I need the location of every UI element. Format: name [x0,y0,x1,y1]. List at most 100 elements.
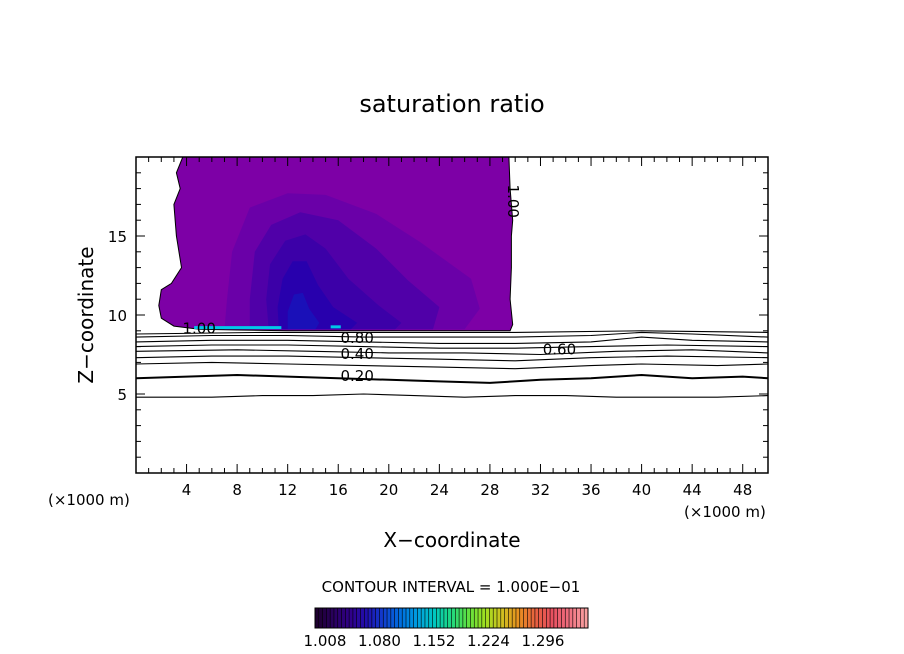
colorbar-label: 1.008 [304,632,347,650]
x-tick-label: 32 [531,481,550,499]
colorbar-swatch [318,608,323,628]
x-tick-label: 48 [733,481,752,499]
x-axis-label: X−coordinate [383,528,520,552]
contour-interval-text: CONTOUR INTERVAL = 1.000E−01 [322,578,581,596]
x-tick-label: 44 [683,481,702,499]
colorbar-swatch [561,608,566,628]
contour-line-0.7 [135,336,769,344]
contour-label: 0.40 [340,345,373,363]
colorbar-swatch [390,608,395,628]
colorbar-swatch [497,608,502,628]
contour-line-0.8 [135,331,769,338]
contour-label: 0.80 [340,329,373,347]
colorbar-swatch [527,608,532,628]
colorbar-swatch [538,608,543,628]
colorbar-swatch [508,608,513,628]
colorbar-swatch [375,608,380,628]
colorbar-swatch [349,608,354,628]
colorbar-swatch [379,608,384,628]
contour-label: 1.00 [504,185,522,218]
colorbar-label: 1.296 [522,632,565,650]
colorbar-swatch [572,608,577,628]
contour-line-0.4 [135,355,769,362]
colorbar-swatch [360,608,365,628]
colorbar-swatch [447,608,452,628]
colorbar-label: 1.080 [358,632,401,650]
colorbar-swatch [337,608,342,628]
y-axis-label: Z−coordinate [74,246,98,383]
contour-line-0.5 [135,349,769,356]
colorbar-swatch [322,608,327,628]
x-tick-label: 4 [182,481,192,499]
x-unit-left: (×1000 m) [48,491,130,509]
x-unit-right: (×1000 m) [684,503,766,521]
colorbar-swatch [315,608,320,628]
x-tick-label: 28 [480,481,499,499]
x-tick-label: 40 [632,481,651,499]
colorbar: 1.008 1.080 1.152 1.224 1.296 [304,607,589,650]
contour-line-0.2 [135,373,769,384]
contour-labels: 1.00 0.800.40 0.20 0.60 1.00 [182,185,576,386]
colorbar-swatch [553,608,558,628]
colorbar-swatch [413,608,418,628]
colorbar-swatch [398,608,403,628]
x-tick-label: 8 [232,481,242,499]
colorbar-swatch [493,608,498,628]
colorbar-swatch [462,608,467,628]
colorbar-swatch [580,608,585,628]
colorbar-swatch [546,608,551,628]
colorbar-swatch [451,608,456,628]
contour-line-0.9 [135,330,769,335]
colorbar-swatch [478,608,483,628]
region-level-5 [287,292,320,330]
colorbar-swatch [569,608,574,628]
colorbar-swatch [409,608,414,628]
contour-lines [135,330,769,398]
colorbar-swatch [534,608,540,628]
contour-line-0.1 [136,393,769,398]
y-tick-label: 10 [108,307,127,325]
colorbar-swatch [387,608,392,628]
colorbar-swatch [470,608,475,628]
x-tick-label: 24 [430,481,449,499]
y-tick-label: 15 [108,228,127,246]
colorbar-swatch [542,608,547,628]
x-tick-label: 36 [581,481,600,499]
colorbar-swatch [485,608,490,628]
colorbar-label: 1.152 [413,632,456,650]
colorbar-swatch [523,608,528,628]
colorbar-swatch [352,608,358,628]
x-tick-label: 16 [329,481,348,499]
colorbar-swatch [406,608,411,628]
colorbar-swatch [417,608,422,628]
filled-regions [158,156,514,332]
colorbar-swatch [576,608,581,628]
colorbar-swatch [371,608,376,628]
colorbar-swatch [345,608,350,628]
colorbar-swatch [500,608,505,628]
colorbar-swatch [584,608,589,628]
chart-title: saturation ratio [359,90,544,118]
colorbar-swatch [515,608,521,628]
colorbar-swatch [443,608,449,628]
contour-line-0.3 [135,361,769,370]
colorbar-swatch [474,608,479,628]
colorbar-swatch [341,608,346,628]
colorbar-swatch [368,608,373,628]
colorbar-swatch [531,608,536,628]
colorbar-swatch [394,608,399,628]
y-tick-label: 5 [117,386,127,404]
colorbar-swatch [504,608,509,628]
colorbar-swatch [440,608,445,628]
contour-line-0.6 [135,344,769,349]
colorbar-swatch [557,608,562,628]
colorbar-swatch [481,608,486,628]
colorbar-frame [314,607,589,629]
colorbar-swatch [455,608,460,628]
colorbar-swatch [432,608,437,628]
colorbar-swatch [519,608,524,628]
colorbar-swatch [356,608,361,628]
x-tick-label: 20 [379,481,398,499]
